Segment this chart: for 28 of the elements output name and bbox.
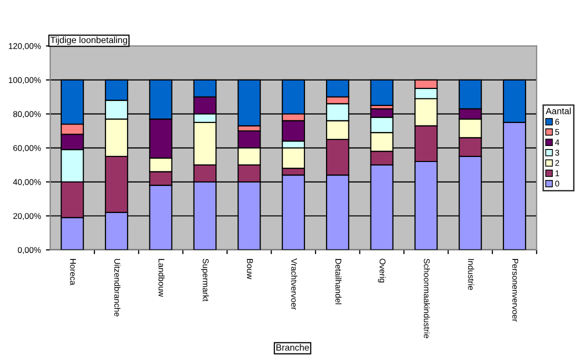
x-tick-label: Schoonmaakindustrie: [424, 258, 430, 338]
y-tick-label: 40,00%: [13, 179, 41, 186]
legend-label: 0: [555, 180, 560, 187]
x-tick-label: Personenvervoer: [512, 259, 518, 322]
y-tick-label: 120,00%: [8, 43, 41, 50]
legend-title: Aantal: [546, 108, 571, 114]
x-tick-label: Supermarkt: [201, 258, 209, 302]
x-tick-label: Uitzendbranche: [114, 259, 120, 316]
y-tick-label: 0,00%: [18, 247, 41, 254]
x-tick-label: Industrie: [468, 259, 474, 290]
y-tick-label: 80,00%: [13, 111, 41, 118]
x-tick-label: Bouw: [246, 259, 253, 280]
x-tick-label: Landbouw: [158, 259, 165, 297]
x-tick-label: Horeca: [70, 259, 76, 286]
legend-label: 5: [555, 129, 560, 135]
x-tick-label: Detailhandel: [335, 259, 342, 304]
y-tick-label: 60,00%: [13, 145, 41, 152]
y-tick-label: 100,00%: [8, 77, 41, 84]
legend-label: 3: [555, 150, 560, 156]
legend-label: 1: [556, 170, 560, 176]
x-axis-title: Branche: [276, 344, 309, 351]
x-tick-label: Overig: [378, 258, 386, 282]
x-tick-label: Vrachtvervoer: [291, 258, 298, 310]
legend-label: 6: [555, 118, 560, 125]
y-tick-label: 20,00%: [13, 213, 41, 220]
legend-label: 2: [555, 160, 560, 166]
legend-label: 4: [555, 139, 560, 146]
chart-title: Tijdige loonbetaling: [50, 36, 128, 45]
